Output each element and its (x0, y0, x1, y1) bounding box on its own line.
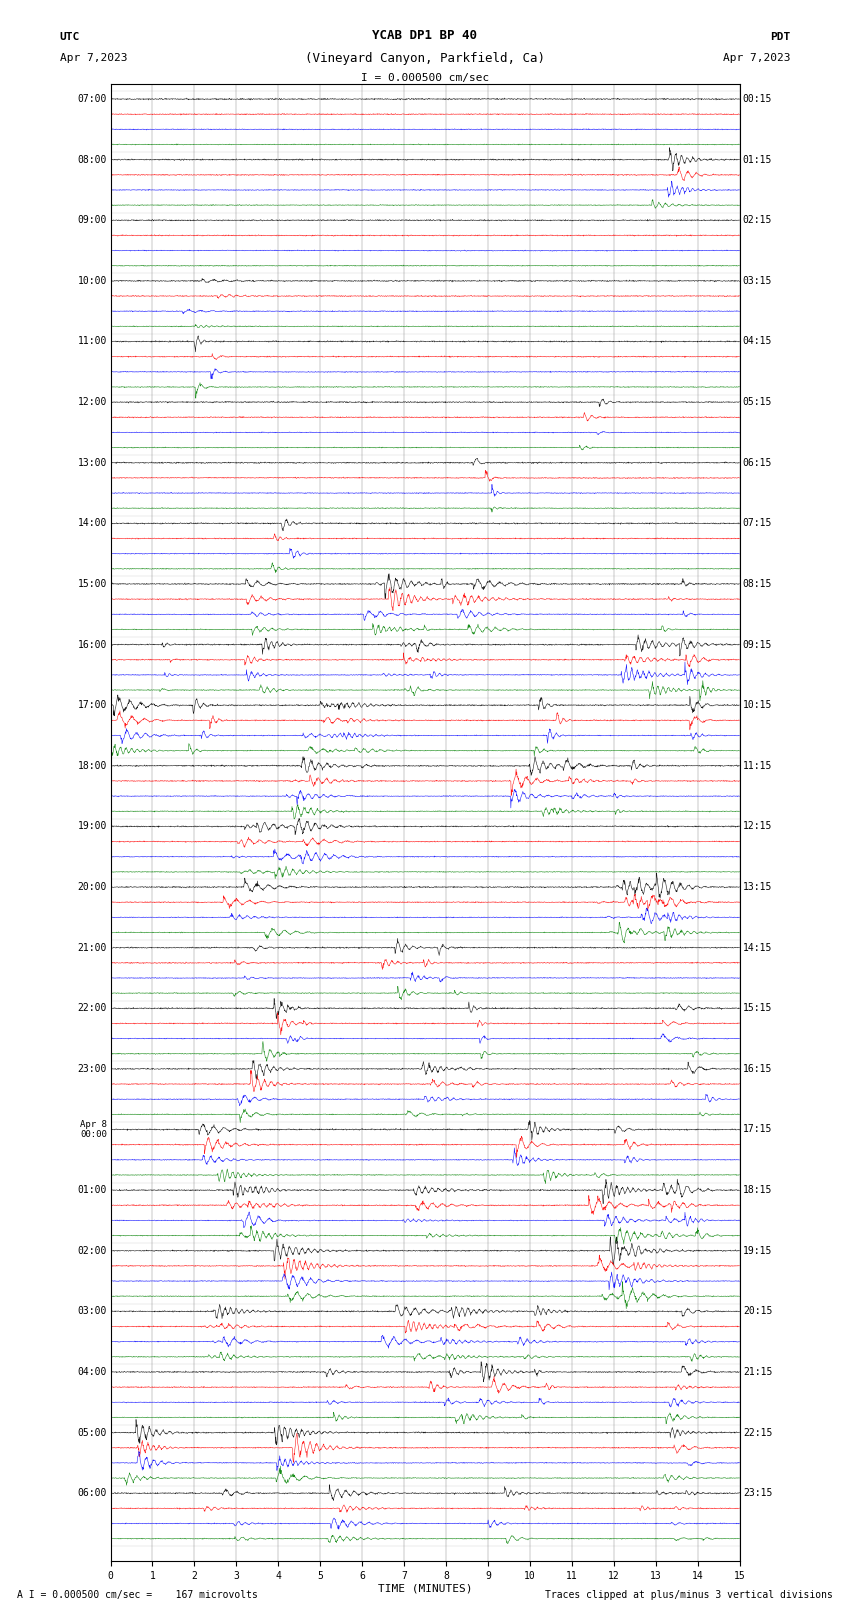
Text: UTC: UTC (60, 32, 80, 42)
Text: 20:00: 20:00 (77, 882, 107, 892)
Text: Traces clipped at plus/minus 3 vertical divisions: Traces clipped at plus/minus 3 vertical … (545, 1590, 833, 1600)
Text: Apr 7,2023: Apr 7,2023 (723, 53, 791, 63)
Text: 03:15: 03:15 (743, 276, 773, 286)
Text: 02:15: 02:15 (743, 215, 773, 226)
Text: 00:15: 00:15 (743, 94, 773, 103)
Text: 22:15: 22:15 (743, 1428, 773, 1437)
Text: 09:00: 09:00 (77, 215, 107, 226)
Text: 16:00: 16:00 (77, 640, 107, 650)
Text: PDT: PDT (770, 32, 790, 42)
Text: 11:15: 11:15 (743, 761, 773, 771)
Text: 22:00: 22:00 (77, 1003, 107, 1013)
Text: YCAB DP1 BP 40: YCAB DP1 BP 40 (372, 29, 478, 42)
Text: 15:00: 15:00 (77, 579, 107, 589)
Text: 03:00: 03:00 (77, 1307, 107, 1316)
Text: 18:15: 18:15 (743, 1186, 773, 1195)
Text: 21:00: 21:00 (77, 942, 107, 953)
Text: 05:15: 05:15 (743, 397, 773, 406)
Text: 04:00: 04:00 (77, 1366, 107, 1378)
Text: 10:00: 10:00 (77, 276, 107, 286)
Text: 10:15: 10:15 (743, 700, 773, 710)
Text: 08:15: 08:15 (743, 579, 773, 589)
Text: 02:00: 02:00 (77, 1245, 107, 1257)
Text: 07:00: 07:00 (77, 94, 107, 103)
Text: 23:00: 23:00 (77, 1065, 107, 1074)
Text: 12:00: 12:00 (77, 397, 107, 406)
Text: 06:00: 06:00 (77, 1489, 107, 1498)
Text: 19:00: 19:00 (77, 821, 107, 831)
Text: 13:00: 13:00 (77, 458, 107, 468)
Text: 08:00: 08:00 (77, 155, 107, 165)
Text: 20:15: 20:15 (743, 1307, 773, 1316)
Text: 18:00: 18:00 (77, 761, 107, 771)
Text: 17:00: 17:00 (77, 700, 107, 710)
Text: 09:15: 09:15 (743, 640, 773, 650)
X-axis label: TIME (MINUTES): TIME (MINUTES) (377, 1584, 473, 1594)
Text: 12:15: 12:15 (743, 821, 773, 831)
Text: 04:15: 04:15 (743, 337, 773, 347)
Text: Apr 7,2023: Apr 7,2023 (60, 53, 127, 63)
Text: 13:15: 13:15 (743, 882, 773, 892)
Text: (Vineyard Canyon, Parkfield, Ca): (Vineyard Canyon, Parkfield, Ca) (305, 52, 545, 65)
Text: 16:15: 16:15 (743, 1065, 773, 1074)
Text: 06:15: 06:15 (743, 458, 773, 468)
Text: 19:15: 19:15 (743, 1245, 773, 1257)
Text: A I = 0.000500 cm/sec =    167 microvolts: A I = 0.000500 cm/sec = 167 microvolts (17, 1590, 258, 1600)
Text: 11:00: 11:00 (77, 337, 107, 347)
Text: 07:15: 07:15 (743, 518, 773, 529)
Text: 05:00: 05:00 (77, 1428, 107, 1437)
Text: 01:15: 01:15 (743, 155, 773, 165)
Text: 01:00: 01:00 (77, 1186, 107, 1195)
Text: 14:00: 14:00 (77, 518, 107, 529)
Text: 23:15: 23:15 (743, 1489, 773, 1498)
Text: I = 0.000500 cm/sec: I = 0.000500 cm/sec (361, 73, 489, 82)
Text: 21:15: 21:15 (743, 1366, 773, 1378)
Text: 14:15: 14:15 (743, 942, 773, 953)
Text: 17:15: 17:15 (743, 1124, 773, 1134)
Text: 15:15: 15:15 (743, 1003, 773, 1013)
Text: Apr 8
00:00: Apr 8 00:00 (80, 1119, 107, 1139)
